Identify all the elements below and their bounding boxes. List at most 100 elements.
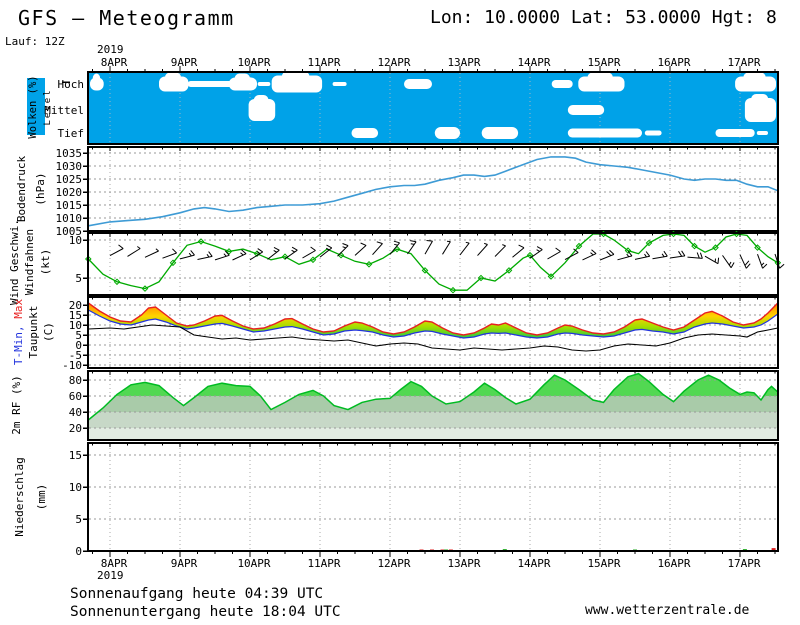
panel-label: (C)	[42, 322, 55, 342]
wind-barb	[127, 248, 141, 257]
wind-point-marker	[712, 244, 719, 251]
cloud-blob	[567, 105, 605, 115]
ytick-label: 5	[75, 272, 82, 285]
date-label-top: 14APR	[517, 56, 550, 69]
wind-point-marker	[365, 260, 373, 268]
cloud-blob	[751, 94, 769, 104]
website-label: www.wetterzentrale.de	[585, 603, 750, 618]
wind-point-marker	[225, 248, 233, 255]
date-label-top: 12APR	[377, 56, 410, 69]
wind-point-marker	[449, 286, 457, 294]
wind-barb	[547, 251, 561, 260]
wind-panel-frame	[87, 232, 779, 296]
date-label-bottom: 8APR	[101, 557, 128, 570]
wind-barb-ticks	[223, 250, 230, 257]
ytick-label: 10	[69, 319, 82, 332]
humidity-band	[88, 412, 778, 428]
wind-point-marker	[477, 274, 485, 282]
wind-barb	[284, 249, 298, 260]
cloud-blob	[587, 72, 613, 83]
wind-barb	[757, 254, 764, 269]
cloud-blob	[404, 79, 432, 89]
wind-barb-ticks	[502, 244, 506, 247]
wind-point-marker	[526, 251, 534, 259]
cloud-blob	[551, 80, 573, 88]
date-label-bottom: 16APR	[657, 557, 690, 570]
dewpoint-curve	[88, 324, 778, 352]
panel-label: Wind Geschwi.	[8, 219, 21, 305]
date-label-bottom: 13APR	[447, 557, 480, 570]
wind-point-marker	[624, 247, 632, 254]
ytick-label: 1015	[56, 199, 83, 212]
date-label-top: 16APR	[657, 56, 690, 69]
cloud-blob	[644, 130, 662, 136]
wind-barb-ticks	[291, 246, 298, 253]
ytick-label: 5	[75, 329, 82, 342]
ytick-label: 1030	[56, 160, 83, 173]
wind-barb-ticks	[696, 252, 703, 259]
wind-point-marker	[575, 242, 583, 250]
humidity-panel-frame	[87, 370, 779, 441]
date-label-bottom: 10APR	[237, 557, 270, 570]
date-label-bottom: 17APR	[727, 557, 760, 570]
wind-barb	[652, 255, 668, 260]
wind-barb-ticks	[206, 251, 213, 258]
wind-point-marker	[691, 242, 698, 250]
wind-barb-ticks	[728, 261, 735, 268]
wind-barb-ticks	[744, 260, 751, 269]
wind-barb	[582, 253, 597, 261]
panel-label: Niederschlag	[13, 457, 26, 536]
wind-barb-ticks	[393, 240, 400, 246]
wind-barb-ticks	[172, 248, 177, 254]
date-label-top: 11APR	[307, 56, 340, 69]
location-coords: Lon: 10.0000 Lat: 53.0000 Hgt: 8	[430, 7, 777, 28]
date-label-bottom: 11APR	[307, 557, 340, 570]
wind-barb	[162, 252, 177, 259]
cloud-blob	[567, 128, 642, 138]
date-label-bottom: 15APR	[587, 557, 620, 570]
wind-barb-ticks	[555, 247, 561, 252]
tmax-curve	[87, 302, 779, 336]
ytick-label: 1035	[56, 147, 83, 160]
wind-barb-ticks	[273, 246, 280, 253]
wind-barb	[249, 251, 263, 261]
wind-barb-ticks	[155, 248, 159, 252]
wind-barb	[302, 250, 316, 259]
wind-barb	[687, 256, 703, 259]
clouds-label-box	[27, 78, 45, 135]
cloud-blob	[715, 129, 755, 137]
wind-barb-ticks	[325, 244, 333, 251]
ytick-label: 0	[75, 545, 82, 558]
year-label-top: 2019	[97, 43, 124, 56]
wind-barb	[722, 255, 732, 268]
wind-barb-ticks	[188, 250, 195, 257]
cloud-blob	[281, 71, 310, 82]
cloud-blob	[234, 73, 250, 84]
wind-barb	[109, 248, 124, 257]
pressure-panel-frame	[87, 146, 779, 232]
clouds-axis-label: Level	[43, 88, 53, 125]
wind-point-marker	[421, 267, 429, 274]
temperature-label-part: T-Min,	[12, 325, 25, 365]
cloud-blob	[481, 127, 519, 139]
wind-barb-ticks	[626, 250, 633, 258]
wind-barb	[214, 254, 230, 261]
ytick-label: 1020	[56, 186, 83, 199]
wind-point-marker	[754, 244, 761, 251]
panel-label: (mm)	[35, 484, 48, 511]
wind-barb-ticks	[342, 243, 349, 249]
date-label-bottom: 12APR	[377, 557, 410, 570]
wind-barb	[459, 242, 470, 256]
clouds-panel-frame	[87, 71, 779, 145]
ytick-label: 15	[69, 449, 82, 462]
humidity-band	[88, 396, 778, 412]
humidity-curve	[87, 372, 779, 421]
wind-barb	[232, 253, 247, 261]
year-label-bottom: 2019	[97, 569, 124, 582]
date-label-bottom: 9APR	[171, 557, 198, 570]
wind-barb	[372, 243, 383, 256]
wind-barb	[337, 245, 349, 257]
wind-barb-ticks	[410, 240, 417, 245]
wind-barb-ticks	[360, 242, 367, 246]
